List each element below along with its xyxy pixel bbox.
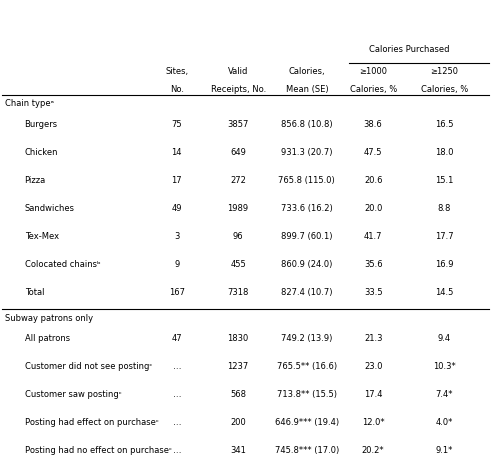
Text: …: … [172, 418, 181, 427]
Text: 3857: 3857 [227, 120, 249, 129]
Text: 3: 3 [174, 232, 179, 241]
Text: 17.7: 17.7 [435, 232, 454, 241]
Text: 16.5: 16.5 [435, 120, 454, 129]
Text: 856.8 (10.8): 856.8 (10.8) [281, 120, 333, 129]
Text: 33.5: 33.5 [364, 288, 382, 297]
Text: 47.5: 47.5 [364, 148, 382, 157]
Text: 23.0: 23.0 [364, 363, 382, 371]
Text: Calories,: Calories, [289, 67, 325, 76]
Text: ≥1250: ≥1250 [430, 67, 459, 76]
Text: Sites,: Sites, [165, 67, 189, 76]
Text: 341: 341 [230, 446, 246, 455]
Text: Subway patrons only: Subway patrons only [5, 314, 93, 323]
Text: 860.9 (24.0): 860.9 (24.0) [281, 260, 332, 269]
Text: Chicken: Chicken [25, 148, 58, 157]
Text: Colocated chainsᵇ: Colocated chainsᵇ [25, 260, 100, 269]
Text: 75: 75 [171, 120, 182, 129]
Text: 8.8: 8.8 [437, 204, 451, 213]
Text: 568: 568 [230, 390, 246, 400]
Text: Mean (SE): Mean (SE) [286, 85, 328, 94]
Text: 15.1: 15.1 [435, 176, 454, 185]
Text: Calories Purchased: Calories Purchased [369, 45, 449, 53]
Text: Calories, %: Calories, % [421, 85, 468, 94]
Text: 765.5** (16.6): 765.5** (16.6) [277, 363, 337, 371]
Text: Source: Am J Public Health © 2008 American Public Health Association: Source: Am J Public Health © 2008 Americ… [110, 455, 381, 465]
Text: Medscape®: Medscape® [5, 9, 88, 22]
Text: 17: 17 [171, 176, 182, 185]
Text: No.: No. [170, 85, 184, 94]
Text: 41.7: 41.7 [364, 232, 382, 241]
Text: Pizza: Pizza [25, 176, 46, 185]
Text: Tex-Mex: Tex-Mex [25, 232, 59, 241]
Text: ≥1000: ≥1000 [359, 67, 387, 76]
Text: 49: 49 [171, 204, 182, 213]
Text: …: … [172, 363, 181, 371]
Text: 745.8*** (17.0): 745.8*** (17.0) [275, 446, 339, 455]
Text: 455: 455 [230, 260, 246, 269]
Text: 713.8** (15.5): 713.8** (15.5) [277, 390, 337, 400]
Text: 96: 96 [233, 232, 244, 241]
Text: 200: 200 [230, 418, 246, 427]
Text: 749.2 (13.9): 749.2 (13.9) [281, 334, 332, 343]
Text: 10.3*: 10.3* [433, 363, 456, 371]
Text: 18.0: 18.0 [435, 148, 454, 157]
Text: 1830: 1830 [227, 334, 249, 343]
Text: 14: 14 [171, 148, 182, 157]
Text: 649: 649 [230, 148, 246, 157]
Text: 1989: 1989 [227, 204, 249, 213]
Text: 733.6 (16.2): 733.6 (16.2) [281, 204, 333, 213]
Text: All patrons: All patrons [25, 334, 70, 343]
Text: 9.4: 9.4 [438, 334, 451, 343]
Text: 38.6: 38.6 [364, 120, 382, 129]
Text: 7318: 7318 [227, 288, 249, 297]
Text: …: … [172, 446, 181, 455]
Text: 1237: 1237 [227, 363, 249, 371]
Text: www.medscape.com: www.medscape.com [188, 10, 303, 20]
Text: 646.9*** (19.4): 646.9*** (19.4) [275, 418, 339, 427]
Text: 20.0: 20.0 [364, 204, 382, 213]
Text: 9.1*: 9.1* [436, 446, 453, 455]
Text: Total: Total [25, 288, 44, 297]
Text: 20.2*: 20.2* [362, 446, 384, 455]
Text: 9: 9 [174, 260, 179, 269]
Text: 20.6: 20.6 [364, 176, 382, 185]
Text: 167: 167 [169, 288, 185, 297]
Text: 47: 47 [171, 334, 182, 343]
Text: 272: 272 [230, 176, 246, 185]
Text: Valid: Valid [228, 67, 248, 76]
Text: 931.3 (20.7): 931.3 (20.7) [281, 148, 332, 157]
Text: 7.4*: 7.4* [436, 390, 453, 400]
Text: 827.4 (10.7): 827.4 (10.7) [281, 288, 332, 297]
Text: 14.5: 14.5 [435, 288, 454, 297]
Text: …: … [172, 390, 181, 400]
Text: 899.7 (60.1): 899.7 (60.1) [281, 232, 332, 241]
Text: Customer did not see postingᶜ: Customer did not see postingᶜ [25, 363, 152, 371]
Text: Posting had no effect on purchaseᶜ: Posting had no effect on purchaseᶜ [25, 446, 171, 455]
Text: Posting had effect on purchaseᶜ: Posting had effect on purchaseᶜ [25, 418, 159, 427]
Text: Burgers: Burgers [25, 120, 57, 129]
Text: 17.4: 17.4 [364, 390, 382, 400]
Text: Chain typeᵃ: Chain typeᵃ [5, 99, 54, 108]
Text: 16.9: 16.9 [435, 260, 454, 269]
Text: 4.0*: 4.0* [436, 418, 453, 427]
Text: Sandwiches: Sandwiches [25, 204, 75, 213]
Text: Customer saw postingᶜ: Customer saw postingᶜ [25, 390, 121, 400]
Text: 21.3: 21.3 [364, 334, 382, 343]
Text: Calories, %: Calories, % [350, 85, 397, 94]
Text: 12.0*: 12.0* [362, 418, 384, 427]
Text: 765.8 (115.0): 765.8 (115.0) [278, 176, 335, 185]
Text: 35.6: 35.6 [364, 260, 382, 269]
Text: Receipts, No.: Receipts, No. [211, 85, 266, 94]
